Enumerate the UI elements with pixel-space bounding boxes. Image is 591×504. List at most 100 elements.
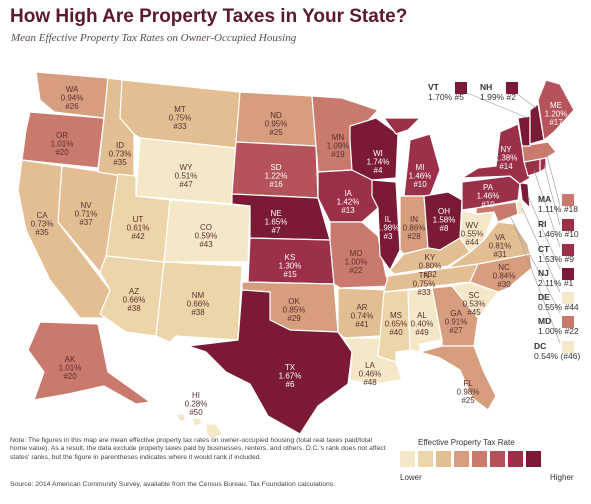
inset-value: 1.11% #18 bbox=[538, 204, 579, 214]
state-TX[interactable] bbox=[187, 289, 353, 435]
state-label-PA: #10 bbox=[481, 200, 495, 209]
state-label-AK: AK bbox=[65, 355, 76, 364]
map-subtitle: Mean Effective Property Tax Rates on Own… bbox=[11, 32, 297, 44]
state-label-NC: 0.84% bbox=[493, 272, 516, 281]
state-label-WV: #44 bbox=[465, 238, 479, 247]
state-label-VA: VA bbox=[495, 233, 506, 242]
inset-NH: NH 1.99% #2 bbox=[480, 82, 516, 102]
state-label-GA: GA bbox=[450, 309, 462, 318]
state-FL[interactable] bbox=[419, 345, 497, 411]
state-label-ME: 1.20% bbox=[545, 110, 568, 119]
state-label-AZ: AZ bbox=[129, 287, 139, 296]
state-label-AZ: #38 bbox=[127, 304, 141, 313]
state-label-KS: KS bbox=[285, 253, 296, 262]
state-label-LA: 0.46% bbox=[359, 370, 382, 379]
inset-RI: RI 1.46% #10 bbox=[538, 219, 579, 239]
state-label-OK: OK bbox=[288, 297, 300, 306]
legend-swatch bbox=[490, 451, 505, 467]
state-HI[interactable] bbox=[175, 413, 223, 441]
state-label-SD: 1.22% bbox=[265, 172, 288, 181]
inset-value: 1.00% #22 bbox=[538, 326, 579, 336]
state-OR[interactable] bbox=[21, 111, 105, 169]
state-label-AL: #49 bbox=[415, 328, 429, 337]
inset-swatch-NH bbox=[506, 82, 518, 94]
state-label-GA: #27 bbox=[449, 326, 463, 335]
inset-abbr: NH bbox=[480, 82, 493, 92]
inset-VT: VT 1.70% #5 bbox=[428, 82, 464, 102]
inset-abbr: RI bbox=[538, 219, 547, 229]
state-ME[interactable] bbox=[537, 79, 575, 141]
state-label-GA: 0.91% bbox=[445, 318, 468, 327]
inset-value: 2.11% #1 bbox=[538, 278, 574, 288]
state-label-KS: 1.30% bbox=[279, 262, 302, 271]
legend-swatch bbox=[454, 451, 469, 467]
state-label-UT: #42 bbox=[131, 232, 145, 241]
legend-high-label: Higher bbox=[550, 473, 574, 482]
state-label-NE: NE bbox=[270, 209, 281, 218]
state-label-WY: 0.51% bbox=[175, 172, 198, 181]
inset-abbr: CT bbox=[538, 244, 550, 254]
inset-abbr: DE bbox=[538, 292, 550, 302]
state-WI[interactable] bbox=[349, 117, 399, 181]
inset-value: 1.46% #10 bbox=[538, 229, 579, 239]
inset-swatch-DE bbox=[562, 292, 574, 304]
state-label-MT: 0.75% bbox=[169, 114, 192, 123]
state-label-NV: NV bbox=[80, 201, 92, 210]
inset-swatch-RI bbox=[562, 219, 574, 231]
state-label-OR: #20 bbox=[55, 148, 69, 157]
inset-CT: CT 1.53% #9 bbox=[538, 244, 574, 264]
state-label-SC: 0.53% bbox=[463, 300, 486, 309]
state-label-CO: 0.59% bbox=[195, 232, 218, 241]
state-label-ID: #35 bbox=[113, 158, 127, 167]
state-label-NM: 0.66% bbox=[187, 300, 210, 309]
state-label-OR: OR bbox=[56, 131, 68, 140]
state-label-OK: 0.85% bbox=[283, 306, 306, 315]
state-label-MI: #10 bbox=[413, 180, 427, 189]
state-label-NM: #38 bbox=[191, 308, 205, 317]
state-label-TN: TN bbox=[419, 271, 430, 280]
inset-DE: DE 0.55% #44 bbox=[538, 292, 579, 312]
inset-swatch-VT bbox=[455, 82, 467, 94]
state-label-VA: 0.81% bbox=[489, 242, 512, 251]
state-label-AR: #41 bbox=[355, 320, 369, 329]
state-label-NY: #14 bbox=[499, 162, 513, 171]
state-VT[interactable] bbox=[517, 115, 531, 147]
inset-value: 1.53% #9 bbox=[538, 254, 574, 264]
state-label-ME: ME bbox=[550, 101, 562, 110]
state-AK[interactable] bbox=[27, 321, 151, 405]
inset-swatch-MA bbox=[562, 194, 574, 206]
state-label-IN: #28 bbox=[407, 232, 421, 241]
state-label-IL: #3 bbox=[384, 232, 393, 241]
state-label-IN: 0.86% bbox=[403, 224, 426, 233]
state-label-NC: #30 bbox=[497, 280, 511, 289]
state-label-NE: #7 bbox=[272, 226, 281, 235]
state-VA[interactable] bbox=[447, 221, 531, 269]
state-label-MO: 1.00% bbox=[345, 258, 368, 267]
footnote: Note: The figures in this map are mean e… bbox=[10, 437, 386, 461]
map-title: How High Are Property Taxes in Your Stat… bbox=[10, 6, 408, 27]
state-label-KY: #32 bbox=[423, 270, 437, 279]
inset-value: 1.99% #2 bbox=[480, 92, 516, 102]
state-label-IL: IL bbox=[385, 215, 392, 224]
state-label-NM: NM bbox=[192, 291, 205, 300]
state-AR[interactable] bbox=[337, 287, 389, 339]
state-label-MS: #40 bbox=[389, 328, 403, 337]
inset-value: 0.54% (#46) bbox=[534, 351, 581, 361]
state-label-NE: 1.65% bbox=[265, 218, 288, 227]
inset-MA: MA 1.11% #18 bbox=[538, 194, 578, 214]
state-IL[interactable] bbox=[371, 179, 401, 271]
inset-swatch-DC bbox=[562, 341, 574, 353]
inset-abbr: MA bbox=[538, 194, 552, 204]
state-CO[interactable] bbox=[163, 199, 251, 263]
state-label-SD: #16 bbox=[269, 180, 283, 189]
state-label-ME: #17 bbox=[549, 118, 563, 127]
state-label-MO: MO bbox=[350, 249, 363, 258]
state-label-MN: 1.09% bbox=[327, 142, 350, 151]
state-WA[interactable] bbox=[35, 71, 109, 119]
state-DE[interactable] bbox=[515, 199, 525, 215]
state-NM[interactable] bbox=[155, 261, 243, 343]
state-label-OK: #29 bbox=[287, 314, 301, 323]
legend-swatch bbox=[472, 451, 487, 467]
state-label-ID: 0.73% bbox=[109, 150, 132, 159]
